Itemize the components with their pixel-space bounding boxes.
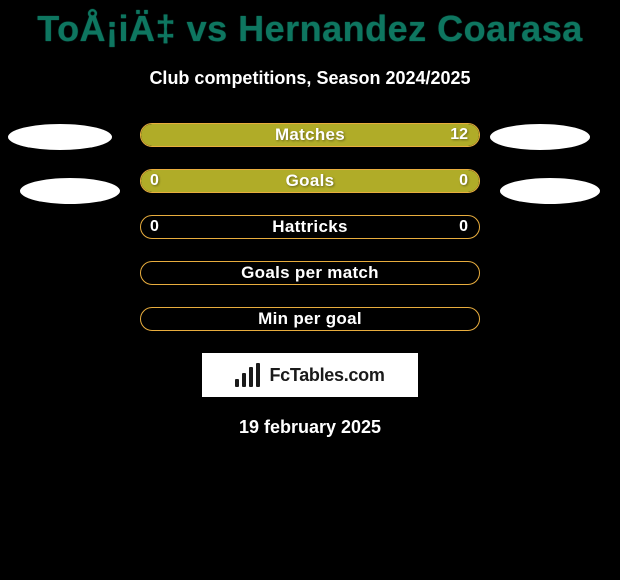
stat-value-left: 0 xyxy=(150,215,159,239)
stat-label: Hattricks xyxy=(272,217,347,237)
stat-bar: Min per goal xyxy=(140,307,480,331)
report-date: 19 february 2025 xyxy=(0,417,620,438)
stat-bar: Matches xyxy=(140,123,480,147)
stat-label: Goals xyxy=(286,171,335,191)
logo-text: FcTables.com xyxy=(269,365,384,386)
avatar-placeholder xyxy=(490,124,590,150)
stat-row: Hattricks 0 0 xyxy=(0,215,620,239)
avatar-placeholder xyxy=(20,178,120,204)
avatar-placeholder xyxy=(500,178,600,204)
chart-icon xyxy=(235,363,263,387)
stat-label: Goals per match xyxy=(241,263,379,283)
stat-rows: Matches 12 Goals 0 0 Hattricks 0 0 Goals per mat… xyxy=(0,123,620,331)
stat-bar: Goals per match xyxy=(140,261,480,285)
stat-value-right: 0 xyxy=(459,215,468,239)
stat-bar: Goals xyxy=(140,169,480,193)
stat-value-left: 0 xyxy=(150,169,159,193)
page-title: ToÅ¡iÄ‡ vs Hernandez Coarasa xyxy=(0,0,620,68)
stat-label: Min per goal xyxy=(258,309,362,329)
fctables-logo[interactable]: FcTables.com xyxy=(202,353,418,397)
stat-label: Matches xyxy=(275,125,345,145)
comparison-card: ToÅ¡iÄ‡ vs Hernandez Coarasa Club compet… xyxy=(0,0,620,438)
page-subtitle: Club competitions, Season 2024/2025 xyxy=(0,68,620,123)
stat-value-right: 12 xyxy=(450,123,468,147)
stat-bar: Hattricks xyxy=(140,215,480,239)
stat-row: Min per goal xyxy=(0,307,620,331)
avatar-placeholder xyxy=(8,124,112,150)
stat-value-right: 0 xyxy=(459,169,468,193)
stat-row: Goals per match xyxy=(0,261,620,285)
